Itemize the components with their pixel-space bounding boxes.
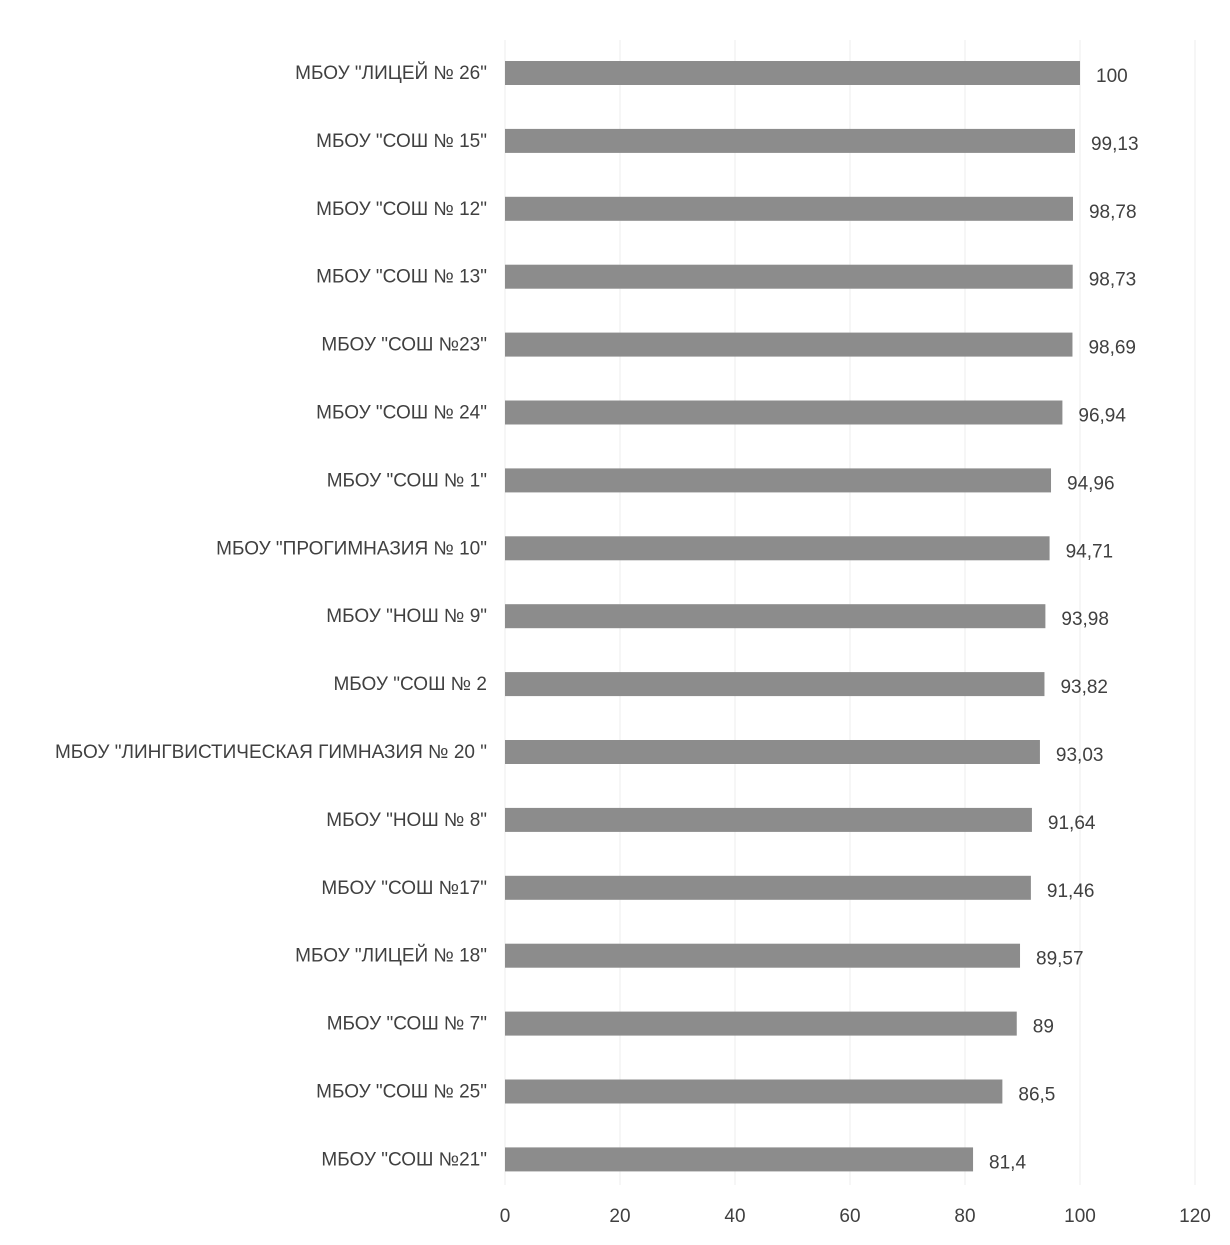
data-label: 81,4 (989, 1152, 1026, 1173)
category-label: МБОУ "СОШ №17" (321, 878, 487, 899)
bar (505, 740, 1040, 764)
bar (505, 672, 1045, 697)
data-label: 93,98 (1061, 609, 1109, 630)
data-label: 89 (1033, 1017, 1054, 1038)
data-label: 98,69 (1088, 338, 1136, 359)
bar (505, 943, 1021, 968)
category-label: МБОУ "СОШ № 13" (316, 267, 487, 288)
bar (505, 604, 1046, 629)
category-label: МБОУ "СОШ № 2 (333, 674, 487, 695)
data-label: 89,57 (1036, 949, 1084, 970)
data-label: 93,03 (1056, 745, 1104, 766)
category-label: МБОУ "ПРОГИМНАЗИЯ № 10" (216, 538, 487, 559)
data-label: 94,96 (1067, 473, 1115, 494)
bar (505, 1079, 1003, 1104)
x-tick-label: 40 (724, 1206, 745, 1227)
x-tick-label: 0 (500, 1206, 511, 1227)
x-tick-label: 120 (1179, 1206, 1211, 1227)
bar (505, 1011, 1017, 1036)
x-tick-label: 20 (609, 1206, 630, 1227)
bar (505, 196, 1073, 221)
data-label: 86,5 (1018, 1085, 1055, 1106)
category-label: МБОУ "СОШ №21" (321, 1149, 487, 1170)
bar (505, 128, 1075, 153)
bar (505, 332, 1073, 357)
x-tick-label: 60 (839, 1206, 860, 1227)
bar (505, 264, 1073, 289)
data-label: 93,82 (1060, 677, 1108, 698)
category-labels: МБОУ "ЛИЦЕЙ № 26" МБОУ "СОШ № 15" МБОУ "СО… (55, 62, 487, 1170)
category-label: МБОУ "СОШ № 15" (316, 131, 487, 152)
category-label: МБОУ "ЛИНГВИСТИЧЕСКАЯ ГИМНАЗИЯ № 20 " (55, 742, 487, 763)
data-label: 94,71 (1066, 541, 1114, 562)
bar (505, 61, 1080, 85)
data-label: 98,78 (1089, 202, 1137, 223)
category-label: МБОУ "ЛИЦЕЙ № 18" (295, 945, 487, 967)
category-label: МБОУ "ЛИЦЕЙ № 26" (295, 62, 487, 84)
x-tick-label: 80 (954, 1206, 975, 1227)
bar (505, 536, 1050, 561)
data-label: 91,64 (1048, 813, 1096, 834)
data-label: 98,73 (1089, 270, 1137, 291)
category-label: МБОУ "НОШ № 9" (326, 606, 487, 627)
category-label: МБОУ "СОШ № 24" (316, 403, 487, 424)
category-label: МБОУ "СОШ № 25" (316, 1082, 487, 1103)
x-axis-ticks: 0 20 40 60 80 100 120 (500, 1206, 1211, 1227)
category-label: МБОУ "СОШ №23" (321, 335, 487, 356)
bar (505, 1147, 974, 1172)
data-label: 99,13 (1091, 134, 1139, 155)
bar (505, 875, 1031, 900)
data-labels: 100 99,13 98,78 98,73 98,69 96,94 94,96 94,71 93… (989, 66, 1138, 1173)
data-label: 91,46 (1047, 881, 1095, 902)
data-label: 100 (1096, 66, 1128, 87)
bars (505, 61, 1080, 1172)
category-label: МБОУ "СОШ № 1" (327, 470, 487, 491)
bar (505, 400, 1063, 425)
bar (505, 807, 1032, 832)
x-tick-label: 100 (1064, 1206, 1096, 1227)
category-label: МБОУ "НОШ № 8" (326, 810, 487, 831)
category-label: МБОУ "СОШ № 7" (327, 1014, 487, 1035)
data-label: 96,94 (1078, 406, 1126, 427)
bar (505, 468, 1052, 493)
category-label: МБОУ "СОШ № 12" (316, 199, 487, 220)
